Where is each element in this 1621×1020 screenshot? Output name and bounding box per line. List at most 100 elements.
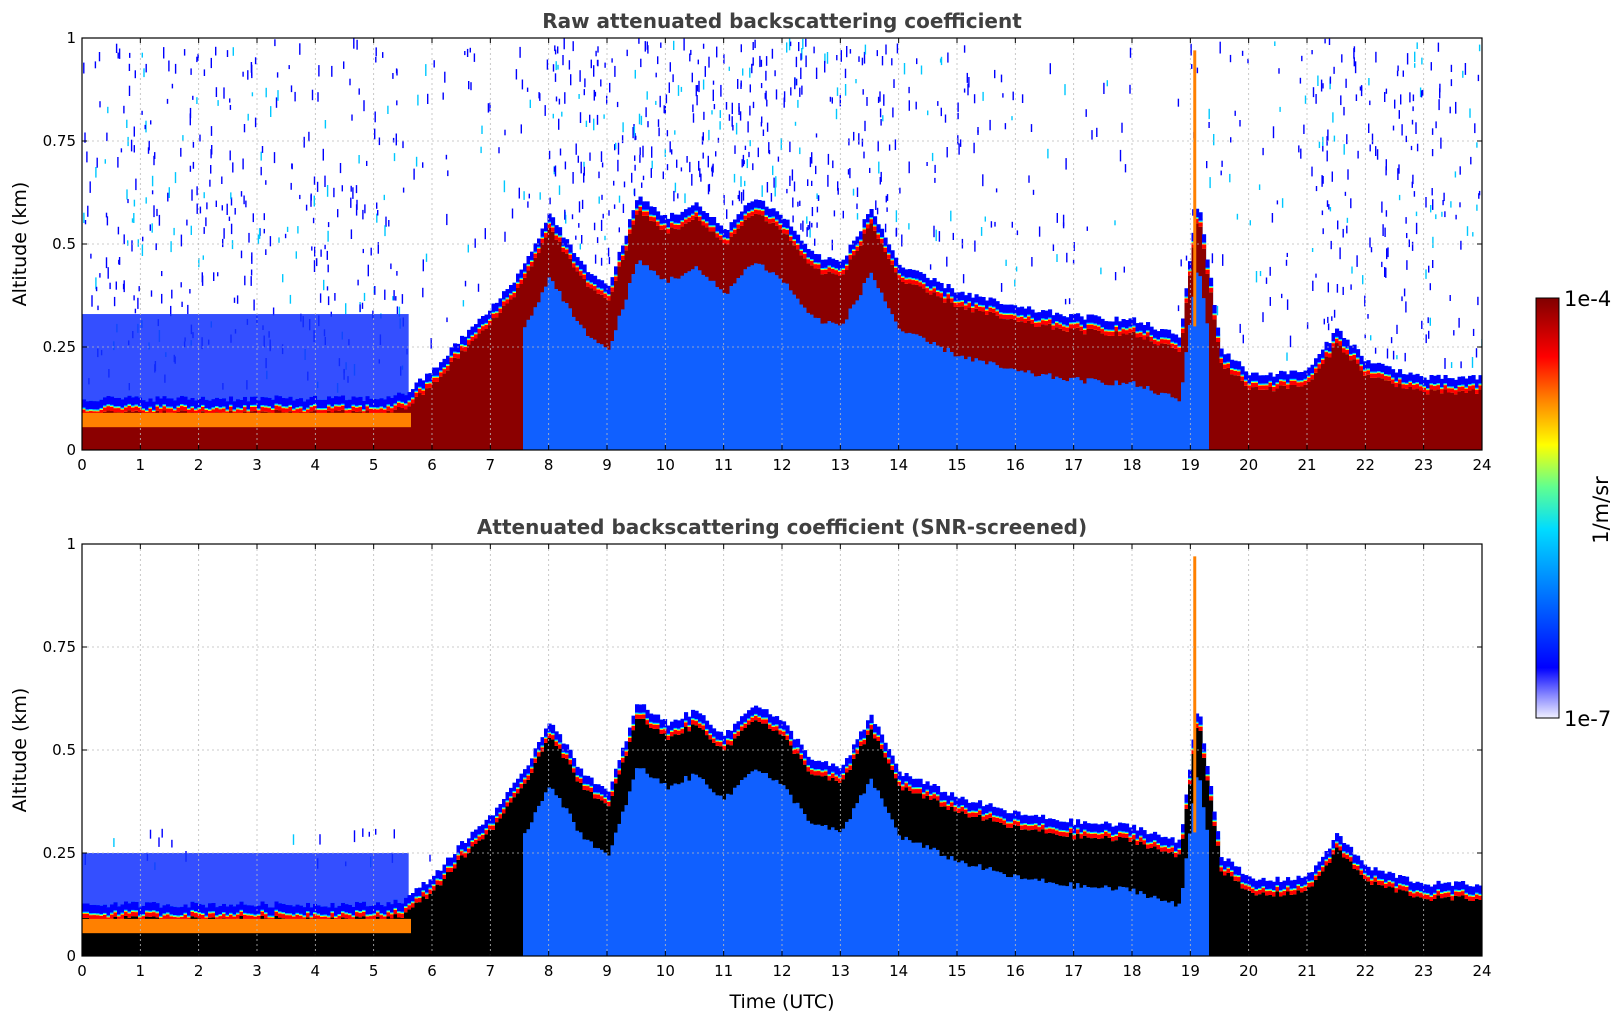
field-cell (862, 233, 867, 283)
field-cell (754, 199, 759, 208)
noise-speck (604, 235, 606, 241)
field-cell (390, 412, 395, 428)
field-cell (99, 918, 104, 934)
field-cell (628, 229, 633, 234)
field-cell (1058, 324, 1063, 329)
noise-speck (153, 205, 155, 218)
noise-speck (842, 210, 844, 219)
field-cell (1013, 311, 1018, 450)
field-cell (1426, 390, 1431, 395)
noise-speck (1356, 255, 1358, 267)
field-cell (376, 399, 381, 408)
field-cell (617, 262, 622, 267)
noise-speck (1385, 166, 1387, 176)
noise-speck (558, 118, 560, 130)
field-cell (1195, 208, 1200, 217)
field-cell (1023, 318, 1028, 323)
field-cell (859, 231, 864, 240)
field-cell (99, 399, 104, 408)
field-cell (204, 907, 209, 916)
field-cell (120, 914, 125, 919)
noise-speck (1216, 305, 1219, 316)
field-cell (1023, 314, 1028, 450)
noise-speck (712, 80, 715, 85)
field-cell (708, 223, 713, 450)
noise-speck (1441, 211, 1443, 217)
field-cell (1030, 309, 1035, 318)
noise-speck (689, 161, 691, 173)
field-cell (831, 273, 836, 323)
field-cell (789, 236, 794, 241)
field-cell (866, 228, 871, 278)
field-cell (302, 427, 307, 450)
noise-speck (1100, 267, 1102, 275)
field-cell (1275, 384, 1280, 389)
field-cell (477, 329, 482, 334)
noise-speck (926, 162, 928, 166)
noise-speck (713, 104, 716, 110)
noise-speck (313, 260, 316, 272)
field-cell (288, 412, 293, 428)
y-tick-label: 0.25 (43, 338, 76, 356)
noise-speck (712, 89, 714, 101)
noise-speck (261, 146, 264, 153)
noise-speck (120, 148, 123, 153)
field-cell (645, 215, 650, 266)
noise-speck (568, 60, 571, 70)
field-cell (190, 901, 195, 910)
noise-speck (809, 157, 812, 168)
field-cell (306, 427, 311, 450)
noise-speck (223, 228, 225, 239)
field-cell (1454, 390, 1459, 395)
noise-speck (1230, 137, 1232, 143)
field-cell (218, 933, 223, 956)
field-cell (257, 933, 262, 956)
field-cell (1198, 218, 1203, 450)
field-cell (327, 933, 332, 956)
field-cell (691, 205, 696, 214)
noise-speck (444, 71, 446, 83)
field-cell (1156, 331, 1161, 340)
field-cell (600, 290, 605, 295)
field-cell (848, 250, 853, 450)
field-cell (1384, 376, 1389, 381)
field-cell (453, 353, 458, 358)
field-cell (1153, 329, 1158, 338)
field-cell (582, 278, 587, 329)
noise-speck (1413, 191, 1416, 197)
field-cell (89, 915, 94, 920)
field-cell (246, 412, 251, 428)
field-cell (1359, 370, 1364, 450)
field-cell (656, 217, 661, 450)
noise-speck (331, 65, 333, 77)
field-cell (138, 397, 143, 406)
field-cell (306, 902, 311, 912)
noise-speck (548, 150, 551, 160)
x-tick-label: 20 (1239, 456, 1258, 474)
noise-speck (358, 88, 360, 95)
noise-speck (847, 169, 850, 175)
field-cell (271, 427, 276, 450)
noise-speck (565, 214, 567, 224)
field-cell (211, 409, 216, 414)
field-cell (768, 215, 773, 450)
field-cell (1461, 376, 1466, 385)
noise-speck (673, 190, 675, 202)
noise-speck (719, 121, 721, 130)
noise-speck (210, 149, 212, 159)
field-cell (1072, 313, 1077, 323)
field-cell (187, 918, 192, 934)
noise-speck (715, 151, 717, 157)
field-cell (323, 906, 328, 915)
noise-speck (1374, 347, 1377, 354)
noise-speck (398, 306, 401, 317)
field-cell (719, 231, 724, 450)
field-cell (565, 249, 570, 254)
field-cell (915, 284, 920, 335)
field-cell (1139, 322, 1144, 331)
field-cell (1408, 372, 1413, 381)
noise-speck (1354, 61, 1357, 74)
noise-speck (674, 130, 676, 135)
field-cell (215, 907, 220, 916)
noise-speck (230, 197, 233, 206)
